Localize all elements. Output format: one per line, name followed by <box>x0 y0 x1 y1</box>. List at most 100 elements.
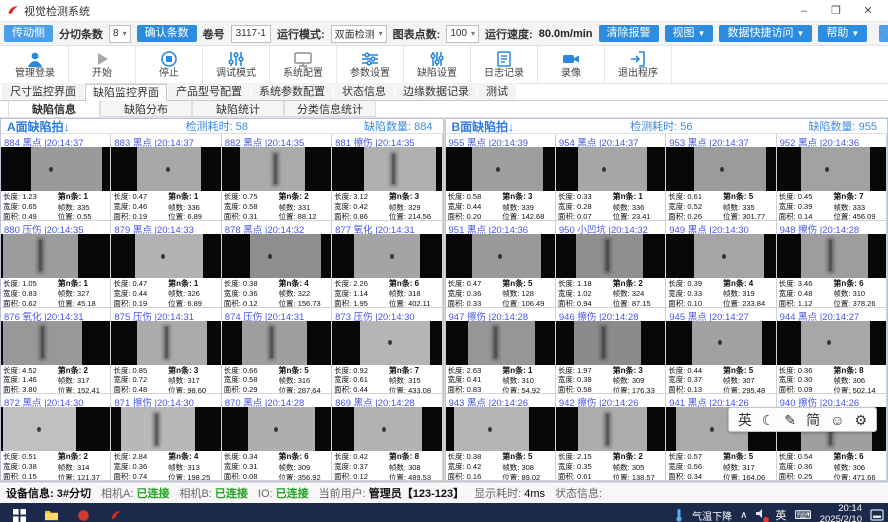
input-language-indicator[interactable]: 英 <box>775 510 787 522</box>
defect-cell[interactable]: 881 擦伤 |20:14:35 长度: 3.12 宽度: 0.42 面积: 0.86… <box>332 134 443 221</box>
operator-side-button[interactable]: 操作侧 <box>879 25 888 42</box>
defect-cell[interactable]: 951 黑点 |20:14:36 长度: 0.47 宽度: 0.36 面积: 0.33… <box>445 220 556 308</box>
ime-simplified[interactable]: 简 <box>806 411 821 428</box>
action-button-play[interactable]: 开始 <box>69 46 136 83</box>
defect-cell[interactable]: 880 压伤 |20:14:35 长度: 1.05 宽度: 0.83 面积: 0.62… <box>1 220 112 308</box>
stat-line: 面积: 0.16 <box>447 472 482 481</box>
view-menu-button[interactable]: 视图 ▼ <box>664 25 714 42</box>
taskbar-clock[interactable]: 20:14 2025/2/10 <box>820 503 862 522</box>
action-button-defect[interactable]: 缺陷设置 <box>404 46 471 83</box>
ime-moon-icon[interactable]: ☾ <box>761 411 775 428</box>
defect-cell[interactable]: 944 黑点 |20:14:27 长度: 0.36 宽度: 0.30 面积: 0.09… <box>776 307 887 395</box>
slit-count-select[interactable]: 8 ▾ <box>109 24 131 43</box>
ime-lang-en[interactable]: 英 <box>737 411 752 428</box>
defect-image-region <box>241 320 308 365</box>
defect-cell[interactable]: 954 黑点 |20:14:37 长度: 0.33 宽度: 0.28 面积: 0.07… <box>555 134 667 221</box>
defect-cell[interactable]: 870 黑点 |20:14:28 长度: 0.34 宽度: 0.31 面积: 0.08… <box>221 394 333 481</box>
ime-brush-icon[interactable]: ✎ <box>784 411 797 428</box>
keyboard-icon[interactable]: ⌨ <box>794 508 812 522</box>
main-tab-5[interactable]: 边缘数据记录 <box>395 82 477 100</box>
stat-line: 宽度: 0.37 <box>668 375 703 385</box>
drive-side-button[interactable]: 传动侧 <box>4 25 53 42</box>
maximize-button[interactable]: ❐ <box>831 5 841 17</box>
defect-cell[interactable]: 882 黑点 |20:14:35 长度: 0.75 宽度: 0.58 面积: 0.31… <box>221 134 333 221</box>
main-tab-1[interactable]: 缺陷监控界面 <box>85 83 167 101</box>
sub-tab-1[interactable]: 缺陷分布 <box>100 101 192 117</box>
defect-cell[interactable]: 952 黑点 |20:14:36 长度: 0.45 宽度: 0.39 面积: 0.14… <box>776 134 887 221</box>
action-button-user[interactable]: 管理登录 <box>2 46 69 83</box>
clear-alarm-button[interactable]: 清除报警 <box>598 25 659 42</box>
defect-mark <box>41 327 44 358</box>
file-explorer-button[interactable] <box>36 503 66 522</box>
defect-cell[interactable]: 874 压伤 |20:14:31 长度: 0.66 宽度: 0.58 面积: 0.29… <box>221 307 333 395</box>
main-tab-3[interactable]: 系统参数配置 <box>251 82 333 100</box>
defect-cell[interactable]: 955 黑点 |20:14:39 长度: 0.58 宽度: 0.44 面积: 0.20… <box>445 134 556 221</box>
data-quick-access-menu-button[interactable]: 数据快捷访问 ▼ <box>719 25 813 42</box>
defect-cell[interactable]: 942 擦伤 |20:14:26 长度: 2.15 宽度: 0.35 面积: 0.61… <box>555 394 667 481</box>
defect-cell[interactable]: 945 黑点 |20:14:27 长度: 0.44 宽度: 0.37 面积: 0.13… <box>666 307 777 395</box>
defect-image-region <box>800 147 870 191</box>
defect-cell[interactable]: 949 黑点 |20:14:30 长度: 0.39 宽度: 0.33 面积: 0.10… <box>666 220 777 308</box>
chart-points-select[interactable]: 100 ▾ <box>446 24 480 43</box>
defect-cell[interactable]: 946 擦伤 |20:14:28 长度: 1.97 宽度: 0.38 面积: 0.58… <box>555 307 667 395</box>
tray-expand-chevron[interactable]: ∧ <box>740 509 748 521</box>
roll-number-input[interactable]: 3117-1 <box>230 24 271 43</box>
action-button-log[interactable]: 日志记录 <box>471 46 538 83</box>
defect-cell[interactable]: 876 氧化 |20:14:31 长度: 4.52 宽度: 1.46 面积: 3.80… <box>1 307 112 395</box>
notification-tray-icon[interactable] <box>755 508 770 522</box>
defect-cell[interactable]: 883 黑点 |20:14:37 长度: 0.47 宽度: 0.46 面积: 0.19… <box>111 134 222 221</box>
action-button-monitor[interactable]: 系统配置 <box>270 46 337 83</box>
main-tab-4[interactable]: 状态信息 <box>334 82 394 100</box>
defect-cell[interactable]: 871 擦伤 |20:14:30 长度: 2.84 宽度: 0.36 面积: 0.74… <box>111 394 222 481</box>
stat-frame: 帧数: 314 <box>57 462 90 472</box>
ime-settings-gear-icon[interactable]: ⚙ <box>854 411 867 428</box>
main-tab-2[interactable]: 产品型号配置 <box>168 82 250 100</box>
main-tab-6[interactable]: 测试 <box>478 82 516 100</box>
sub-tab-3[interactable]: 分类信息统计 <box>284 101 376 117</box>
confirm-count-button[interactable]: 确认条数 <box>136 25 197 42</box>
action-button-params[interactable]: 参数设置 <box>337 46 404 83</box>
defect-cell-header: 948 擦伤 |20:14:28 <box>779 224 860 234</box>
sub-tab-2[interactable]: 缺陷统计 <box>192 101 284 117</box>
weather-text[interactable]: 气温下降 <box>692 511 733 522</box>
ime-emoji-icon[interactable]: ☺ <box>830 411 845 428</box>
defect-cell[interactable]: 950 小凹坑 |20:14:32 长度: 1.18 宽度: 1.02 面积: 0.9… <box>555 220 667 308</box>
defect-cell[interactable]: 875 压伤 |20:14:31 长度: 0.85 宽度: 0.72 面积: 0.48… <box>111 307 222 395</box>
main-tab-0[interactable]: 尺寸监控界面 <box>2 82 84 100</box>
defect-stats-right: 第n条: 2 帧数: 331 位置: 88.12 <box>279 192 330 220</box>
stat-pos: 位置: 301.77 <box>723 212 766 221</box>
defect-cell[interactable]: 869 黑点 |20:14:28 长度: 0.42 宽度: 0.37 面积: 0.12… <box>332 394 443 481</box>
help-menu-button[interactable]: 帮助 ▼ <box>818 25 868 42</box>
action-button-stop[interactable]: 停止 <box>136 46 203 83</box>
minimize-button[interactable]: – <box>800 4 808 17</box>
run-mode-select[interactable]: 双面检测 ▾ <box>330 24 387 43</box>
defect-stats-right: 第n条: 5 帧数: 128 位置: 106.49 <box>502 279 553 307</box>
stat-line: 宽度: 0.38 <box>3 462 37 472</box>
action-button-debug[interactable]: 调试模式 <box>203 46 270 83</box>
defect-cell[interactable]: 879 黑点 |20:14:33 长度: 0.47 宽度: 0.44 面积: 0.19… <box>111 220 222 308</box>
defect-cell[interactable]: 884 黑点 |20:14:37 长度: 1.23 宽度: 0.65 面积: 0.49… <box>1 134 112 221</box>
defect-cell[interactable]: 872 黑点 |20:14:30 长度: 0.51 宽度: 0.38 面积: 0.15… <box>1 394 112 481</box>
app-shortcut-1[interactable] <box>68 503 98 522</box>
sub-tab-0[interactable]: 缺陷信息 <box>8 101 100 117</box>
defect-image <box>1 233 111 278</box>
defect-cell[interactable]: 873 压伤 |20:14:30 长度: 0.92 宽度: 0.61 面积: 0.44… <box>332 307 443 395</box>
stat-frame: 帧数: 327 <box>57 289 90 299</box>
action-button-exit[interactable]: 退出程序 <box>605 46 672 83</box>
defect-cell[interactable]: 953 黑点 |20:14:37 长度: 0.61 宽度: 0.52 面积: 0.26… <box>666 134 777 221</box>
defect-cell[interactable]: 943 黑点 |20:14:26 长度: 0.38 宽度: 0.42 面积: 0.16… <box>445 394 556 481</box>
defect-cell[interactable]: 947 擦伤 |20:14:28 长度: 2.63 宽度: 0.41 面积: 0.83… <box>445 307 556 395</box>
action-center-icon[interactable] <box>870 509 884 521</box>
run-mode-label: 运行模式: <box>276 28 325 41</box>
defect-cell[interactable]: 948 擦伤 |20:14:28 长度: 3.46 宽度: 0.48 面积: 1.12… <box>776 220 887 308</box>
stat-strip: 第n条: 4 <box>723 278 754 288</box>
stat-line: 长度: 0.85 <box>113 365 148 375</box>
close-button[interactable]: ✕ <box>863 5 873 17</box>
defect-cell[interactable]: 878 黑点 |20:14:32 长度: 0.38 宽度: 0.36 面积: 0.12… <box>221 220 333 308</box>
app-shortcut-vision-system[interactable] <box>100 503 130 522</box>
stat-frame: 帧数: 317 <box>723 462 755 472</box>
defect-cell[interactable]: 877 氧化 |20:14:31 长度: 2.26 宽度: 1.14 面积: 1.95… <box>332 220 443 308</box>
action-button-record[interactable]: 录像 <box>538 46 605 83</box>
start-button[interactable] <box>4 503 34 522</box>
